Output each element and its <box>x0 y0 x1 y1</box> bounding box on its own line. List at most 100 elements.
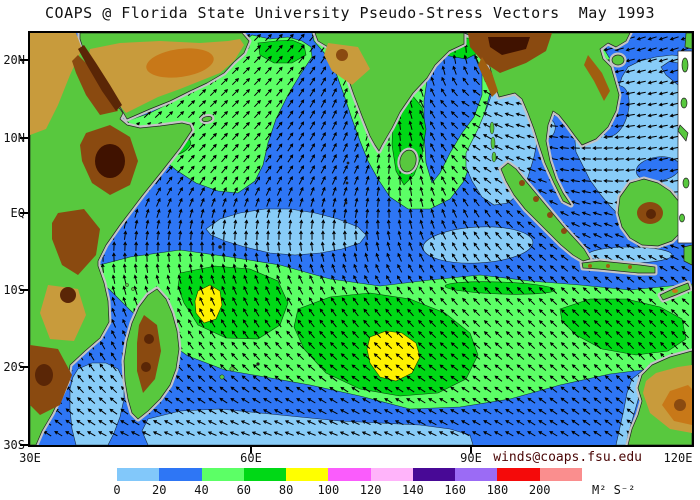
colorbar-value-140: 140 <box>402 483 424 497</box>
terrain-madagascar-dark-1 <box>144 334 154 344</box>
colorbar-segment-4 <box>286 468 329 481</box>
land-edge-strip-white <box>677 50 692 244</box>
lat-label-10S: 10S <box>3 283 25 297</box>
colorbar-value-60: 60 <box>236 483 252 497</box>
colorbar-units: M² S⁻² <box>592 483 636 497</box>
land-edge-island-3 <box>682 177 690 189</box>
lon-label-60E: 60E <box>240 451 262 465</box>
terrain-sumatra-spot-2 <box>533 196 539 202</box>
terrain-india-tan <box>324 43 370 85</box>
island-maldives-4 <box>343 219 347 223</box>
lat-tick <box>20 137 28 139</box>
colorbar-segment-1 <box>159 468 202 481</box>
terrain-timor-spot <box>672 289 678 293</box>
colorbar-segment-5 <box>328 468 371 481</box>
colorbar-segment-7 <box>412 468 456 481</box>
map-frame <box>28 31 694 447</box>
lat-tick <box>20 59 28 61</box>
colorbar-value-40: 40 <box>194 483 209 497</box>
land-socotra <box>201 116 213 122</box>
land-hainan <box>611 54 625 66</box>
colorbar-segment-0 <box>117 468 160 481</box>
island-maldives-1 <box>346 161 350 165</box>
colorbar-value-180: 180 <box>486 483 509 497</box>
lon-label-120E: 120E <box>663 451 693 465</box>
colorbar-segment-3 <box>243 468 287 481</box>
lat-label-30S: 30S <box>3 438 25 452</box>
island-rodrigues <box>256 362 260 366</box>
island-maldives-3 <box>344 201 348 205</box>
terrain-redsea-hills <box>72 55 118 115</box>
region-eq-east-pale <box>422 226 534 264</box>
terrain-java-spot-2 <box>606 264 610 268</box>
plot-title: COAPS @ Florida State University Pseudo-… <box>45 4 655 22</box>
colorbar-value-200: 200 <box>528 483 551 497</box>
terrain-sumatra-spot-4 <box>561 228 567 234</box>
lat-tick <box>20 289 28 291</box>
lat-label-EQ: EQ <box>10 206 25 220</box>
lon-tick <box>470 447 472 453</box>
lon-label-30E: 30E <box>19 451 41 465</box>
terrain-layer <box>30 33 692 433</box>
terrain-sumatra-spot-3 <box>547 212 553 218</box>
land-edge-island-4 <box>679 213 685 223</box>
island-nicobar <box>491 151 497 163</box>
land-indochina <box>463 33 631 206</box>
lat-tick <box>20 366 28 368</box>
lon-tick <box>250 447 252 453</box>
islands-layer <box>125 121 497 380</box>
map-canvas <box>30 33 692 445</box>
terrain-rift-dark <box>60 287 76 303</box>
island-andaman-1 <box>489 121 495 135</box>
land-edge-island-1 <box>681 57 689 73</box>
island-mauritius <box>229 366 235 372</box>
terrain-india-brown <box>336 49 348 61</box>
terrain-safrica-dark <box>35 364 53 386</box>
land-palawan <box>677 124 689 142</box>
terrain-madagascar-dark-2 <box>141 362 151 372</box>
credit-email: winds@coaps.fsu.edu <box>493 450 642 465</box>
land-java <box>581 260 656 274</box>
terrain-australia-brown <box>674 399 686 411</box>
colorbar <box>117 468 582 481</box>
land-sumatra <box>500 162 591 262</box>
lat-tick <box>20 212 28 214</box>
island-comoros-2 <box>131 287 135 291</box>
island-seychelles <box>218 245 222 249</box>
terrain-africa-tan-north <box>30 33 82 135</box>
terrain-arabia-orange <box>146 48 214 78</box>
colorbar-value-20: 20 <box>152 483 167 497</box>
island-andaman-2 <box>490 136 496 150</box>
island-comoros-1 <box>125 283 129 287</box>
terrain-rift-brown <box>52 209 100 275</box>
colorbar-value-160: 160 <box>444 483 466 497</box>
colorbar-segment-10 <box>539 468 582 481</box>
colorbar-value-80: 80 <box>278 483 294 497</box>
terrain-ethiopian-core <box>95 144 125 178</box>
lat-tick <box>20 444 28 446</box>
colorbar-segment-2 <box>201 468 244 481</box>
land-sulawesi-edge <box>683 244 692 266</box>
colorbar-segment-9 <box>497 468 540 481</box>
terrain-himalaya-dark <box>488 37 530 55</box>
lat-label-20S: 20S <box>3 360 25 374</box>
terrain-asir-dark <box>78 45 122 111</box>
colorbar-value-120: 120 <box>359 483 382 497</box>
terrain-madagascar-ridge <box>137 315 161 393</box>
lat-label-10N: 10N <box>3 131 25 145</box>
terrain-annamite-range <box>584 55 610 101</box>
land-edge-island-2 <box>680 97 688 109</box>
colorbar-segment-8 <box>455 468 498 481</box>
colorbar-segment-6 <box>370 468 413 481</box>
terrain-borneo-dark <box>646 209 656 219</box>
island-maldives-2 <box>345 181 349 185</box>
land-sri-lanka <box>399 149 417 173</box>
region-south-bottom-pale <box>141 408 474 445</box>
land-edge-land-top <box>684 33 692 50</box>
terrain-java-spot-1 <box>588 264 592 268</box>
lat-label-20N: 20N <box>3 53 25 67</box>
colorbar-value-100: 100 <box>317 483 340 497</box>
terrain-java-spot-3 <box>628 265 632 269</box>
lon-label-90E: 90E <box>460 451 482 465</box>
